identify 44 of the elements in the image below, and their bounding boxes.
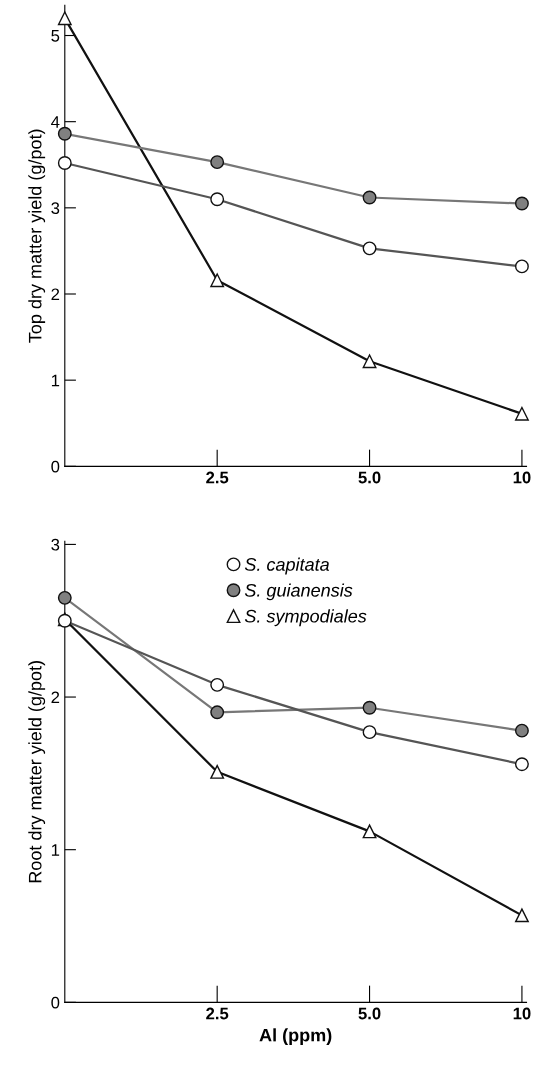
point xyxy=(362,190,377,205)
point xyxy=(362,700,377,715)
y-tick-label: 4 xyxy=(51,116,60,128)
x-axis-title: Al (ppm) xyxy=(259,1028,332,1046)
point xyxy=(514,196,529,211)
point xyxy=(57,590,72,605)
point xyxy=(362,725,377,740)
y-tick-label: 2 xyxy=(51,691,60,704)
point xyxy=(210,764,225,779)
y-tick-label: 0 xyxy=(51,460,60,473)
y-tick-label: 3 xyxy=(51,202,60,215)
y-tick-label: 0 xyxy=(51,996,60,1009)
legend-label: S. guianensis xyxy=(244,583,353,601)
y-tick-label: 1 xyxy=(51,844,60,856)
x-tick-label: 5.0 xyxy=(358,471,381,484)
x-tick-label: 2.5 xyxy=(206,471,229,484)
y-tick-label: 3 xyxy=(51,538,60,551)
y-tick-label: 2 xyxy=(51,288,60,301)
y-axis-title: Top dry matter yield (g/pot) xyxy=(28,129,46,343)
point xyxy=(210,273,225,288)
x-tick-label: 10 xyxy=(513,471,531,484)
point xyxy=(362,354,377,369)
point xyxy=(210,155,225,170)
x-tick-label: 2.5 xyxy=(206,1007,229,1020)
x-tick-label: 5.0 xyxy=(358,1007,381,1020)
point xyxy=(57,11,72,26)
point xyxy=(362,241,377,256)
point xyxy=(514,908,529,923)
point xyxy=(210,705,225,720)
point xyxy=(514,757,529,772)
point xyxy=(514,406,529,421)
point xyxy=(57,126,72,141)
point xyxy=(514,259,529,274)
point xyxy=(514,723,529,738)
point xyxy=(57,156,72,170)
y-tick-label: 1 xyxy=(51,374,60,387)
point xyxy=(210,192,225,207)
y-axis-title: Root dry matter yield (g/pot) xyxy=(28,661,46,883)
point xyxy=(210,677,225,692)
legend-label: S. capitata xyxy=(244,557,330,575)
y-tick-label: 5 xyxy=(51,30,60,42)
legend-label: S. sympodiales xyxy=(244,609,367,627)
x-tick-label: 10 xyxy=(513,1007,531,1020)
point xyxy=(362,824,377,839)
